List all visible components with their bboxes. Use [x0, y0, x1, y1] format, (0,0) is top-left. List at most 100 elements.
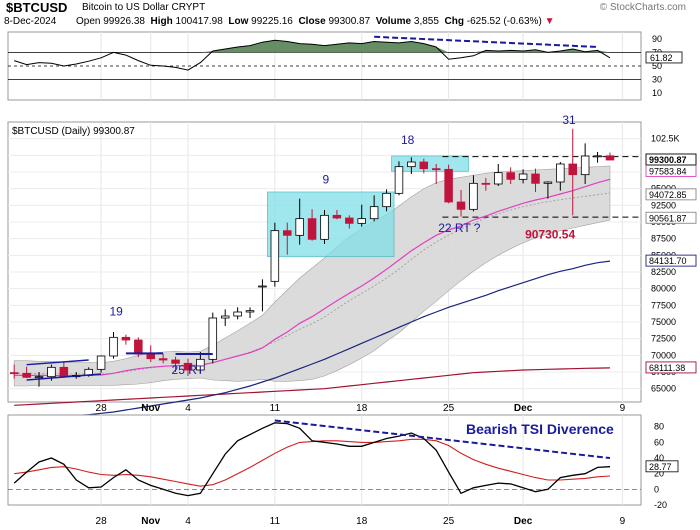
- candle-body: [444, 168, 453, 203]
- date-label-bottom: Dec: [514, 516, 533, 527]
- tsi-value-tag-box: [645, 460, 679, 473]
- tsi-tick-label: 40: [654, 453, 664, 463]
- price-tick-label: 77500: [651, 300, 676, 310]
- candle-body: [22, 372, 31, 378]
- volume-value: 3,855: [413, 16, 439, 27]
- volume-label: Volume: [375, 16, 412, 27]
- candle-body: [34, 376, 44, 379]
- candle-body: [345, 217, 354, 224]
- price-tick-label: 102.5K: [651, 134, 680, 144]
- price-tick-label: 92500: [651, 200, 676, 210]
- candle-body: [258, 285, 267, 288]
- candle-body: [208, 317, 218, 360]
- candle-body: [568, 163, 577, 176]
- date-label-mid: 11: [270, 403, 281, 414]
- date-label-mid: 28: [96, 403, 108, 414]
- ma-slow-line: [14, 367, 611, 406]
- low-value: 99225.16: [251, 16, 293, 27]
- price-tick-label: 80000: [651, 284, 676, 294]
- candle-body: [543, 181, 553, 184]
- annotation-31: 31: [562, 113, 576, 127]
- candle-body: [382, 192, 391, 208]
- candle-body: [531, 173, 540, 184]
- candle-body: [121, 336, 131, 341]
- candle-body: [307, 218, 317, 240]
- date-label-bottom: 18: [356, 516, 368, 527]
- candle-body: [220, 315, 230, 319]
- candle-body: [407, 161, 416, 168]
- rsi-tick-label: 10: [652, 88, 662, 98]
- consolidation-box-9: [267, 191, 395, 258]
- tsi-divergence-annotation: Bearish TSI Diverence: [466, 421, 614, 437]
- candle-body: [394, 166, 404, 194]
- high-value: 100417.98: [175, 16, 223, 27]
- candle-body: [357, 218, 366, 224]
- candle-body: [146, 353, 155, 360]
- price-panel-title: $BTCUSD (Daily) 99300.87: [12, 126, 135, 137]
- candle-body: [580, 155, 590, 176]
- price-panel: 6500067500700007250075000775008000082500…: [7, 113, 697, 420]
- close-value: 99300.87: [328, 16, 371, 27]
- trendline-lower: [26, 373, 102, 381]
- candle-body: [456, 201, 466, 210]
- candle-body: [469, 182, 478, 210]
- candle-body: [494, 172, 503, 185]
- quote-date: 8-Dec-2024: [4, 16, 57, 27]
- tsi-tick-label: 60: [654, 437, 664, 447]
- price-value-tag-box: [645, 211, 697, 224]
- tsi-tick-label: 0: [654, 484, 659, 494]
- candle-body: [134, 339, 143, 355]
- tsi-signal-line: [14, 438, 611, 487]
- rsi-panel-frame: [7, 31, 642, 101]
- trendline-upper: [26, 359, 89, 366]
- price-value-tag-box: [645, 164, 697, 177]
- date-label-mid: Dec: [514, 403, 533, 414]
- tsi-panel-frame: [7, 414, 642, 506]
- down-arrow-icon: ▼: [544, 16, 555, 27]
- candle-body: [295, 218, 304, 236]
- low-label: Low: [228, 16, 249, 27]
- consolidation-box-18: [391, 155, 469, 172]
- price-value-tag: 99300.87: [649, 155, 687, 165]
- date-label-mid: 9: [620, 403, 626, 414]
- price-band-mid-line: [14, 192, 611, 375]
- ma-mid-line: [14, 260, 611, 420]
- date-label-mid: 4: [185, 403, 191, 414]
- date-label-mid: 25: [443, 403, 455, 414]
- price-tick-label: 72500: [651, 334, 676, 344]
- tsi-value-tag: 28.77: [649, 462, 672, 472]
- candle-body: [283, 230, 292, 236]
- date-label-bottom: 25: [443, 516, 455, 527]
- date-label-mid: 18: [356, 403, 368, 414]
- high-label: High: [150, 16, 173, 27]
- annotation-18: 18: [401, 133, 415, 147]
- tsi-tick-label: -20: [654, 500, 667, 510]
- candle-body: [605, 155, 615, 161]
- date-label-bottom: 11: [270, 516, 281, 527]
- annotation-19: 19: [110, 304, 124, 318]
- rsi-tick-label: 90: [652, 34, 662, 44]
- chg-label: Chg: [444, 16, 464, 27]
- chg-value: -625.52 (-0.63%): [466, 16, 542, 27]
- watermark: © StockCharts.com: [599, 2, 686, 13]
- candle-body: [171, 359, 180, 364]
- annotation-90730: 90730.54: [525, 228, 575, 242]
- date-label-bottom: Nov: [141, 516, 160, 527]
- tsi-divergence-line: [274, 419, 611, 460]
- rsi-tick-label: 30: [652, 75, 662, 85]
- price-tick-label: 82500: [651, 267, 676, 277]
- price-tick-label: 65000: [651, 384, 676, 394]
- candle-body: [556, 163, 565, 183]
- candle-body: [270, 230, 280, 282]
- candle-body: [431, 168, 441, 171]
- ma-fast-line: [14, 178, 611, 377]
- price-value-tag-box: [645, 254, 697, 267]
- price-tick-label: 75000: [651, 317, 676, 327]
- annotation-25-rt: 25 RT: [172, 363, 205, 377]
- rsi-line: [14, 39, 611, 71]
- rsi-panel: 103050709061.82: [7, 31, 683, 101]
- rsi-value-tag: 61.82: [650, 53, 673, 63]
- rsi-divergence-line: [374, 35, 598, 48]
